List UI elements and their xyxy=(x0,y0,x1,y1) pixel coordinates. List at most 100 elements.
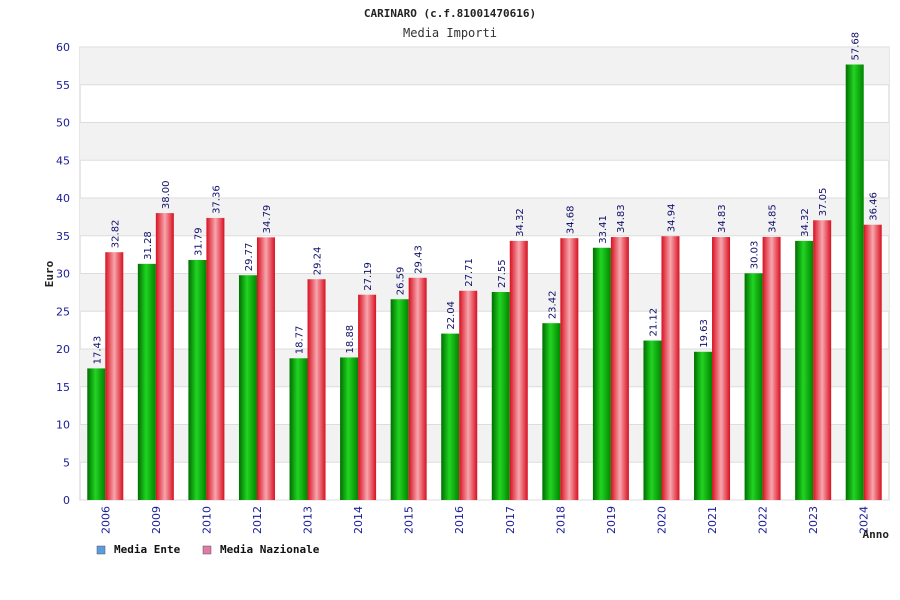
bar-media-ente xyxy=(441,333,460,500)
bar-media-nazionale xyxy=(307,279,326,500)
legend-label-media-ente: Media Ente xyxy=(114,543,181,556)
bar-media-ente xyxy=(845,64,864,501)
data-label-media-ente: 31.79 xyxy=(193,227,204,256)
y-tick-label: 15 xyxy=(56,381,70,394)
data-label-media-ente: 18.77 xyxy=(295,326,306,355)
data-label-media-nazionale: 34.32 xyxy=(515,208,526,237)
x-axis-ticks: 2006 2009 2010 2012 2013 2014 2015 2016 2017 2018… xyxy=(99,506,870,534)
x-tick-label: 2014 xyxy=(352,506,365,534)
bar-media-nazionale xyxy=(408,277,427,500)
bar-media-nazionale xyxy=(459,290,478,500)
data-label-media-nazionale: 29.43 xyxy=(414,245,425,274)
bar-media-nazionale xyxy=(610,237,629,500)
x-tick-label: 2016 xyxy=(453,506,466,534)
data-label-media-nazionale: 37.36 xyxy=(211,185,222,214)
bar-media-nazionale xyxy=(863,224,882,501)
y-tick-label: 5 xyxy=(63,456,70,469)
y-tick-label: 55 xyxy=(56,79,70,92)
data-label-media-ente: 27.55 xyxy=(497,259,508,288)
bar-media-ente xyxy=(643,340,662,500)
bar-media-ente xyxy=(694,351,713,500)
data-label-media-nazionale: 34.79 xyxy=(262,205,273,234)
data-label-media-nazionale: 34.68 xyxy=(565,206,576,235)
bar-value-labels: 17.43 32.82 31.28 38.00 31.79 37.36 29.77 34.79… xyxy=(92,32,879,365)
x-tick-label: 2012 xyxy=(251,506,264,534)
x-tick-label: 2024 xyxy=(858,506,871,534)
x-tick-label: 2023 xyxy=(807,506,820,534)
data-label-media-ente: 18.88 xyxy=(345,325,356,354)
y-tick-label: 20 xyxy=(56,343,70,356)
y-tick-label: 50 xyxy=(56,117,70,130)
data-label-media-ente: 33.41 xyxy=(598,215,609,244)
data-label-media-ente: 30.03 xyxy=(750,241,761,270)
y-tick-label: 60 xyxy=(56,41,70,54)
bar-media-ente xyxy=(795,240,814,500)
bar-media-ente xyxy=(744,273,763,500)
data-label-media-ente: 19.63 xyxy=(699,319,710,348)
data-label-media-nazionale: 34.85 xyxy=(768,204,779,233)
x-tick-label: 2020 xyxy=(655,506,668,534)
data-label-media-nazionale: 37.05 xyxy=(818,188,829,217)
data-label-media-nazionale: 34.83 xyxy=(717,204,728,233)
data-label-media-nazionale: 36.46 xyxy=(869,192,880,221)
x-axis-title: Anno xyxy=(863,528,890,541)
plot-band xyxy=(80,122,889,161)
y-axis-title: Euro xyxy=(43,260,56,287)
x-tick-label: 2010 xyxy=(200,506,213,534)
bar-media-ente xyxy=(491,291,510,500)
data-label-media-ente: 23.42 xyxy=(547,291,558,320)
x-tick-label: 2021 xyxy=(706,506,719,534)
data-label-media-ente: 21.12 xyxy=(648,308,659,337)
data-label-media-nazionale: 29.24 xyxy=(313,247,324,276)
bar-media-nazionale xyxy=(712,237,731,500)
bar-media-nazionale xyxy=(206,217,225,500)
y-tick-label: 45 xyxy=(56,154,70,167)
x-tick-label: 2018 xyxy=(554,506,567,534)
x-tick-label: 2009 xyxy=(150,506,163,534)
bar-media-ente xyxy=(592,247,611,500)
bar-media-ente xyxy=(87,368,106,500)
bars xyxy=(87,64,882,501)
x-tick-label: 2022 xyxy=(757,506,770,534)
bar-media-nazionale xyxy=(256,237,275,500)
data-label-media-nazionale: 32.82 xyxy=(110,220,121,249)
legend-swatch-media-ente xyxy=(96,545,106,555)
bar-media-nazionale xyxy=(105,252,124,500)
legend-label-media-nazionale: Media Nazionale xyxy=(220,543,320,556)
y-tick-label: 35 xyxy=(56,230,70,243)
data-label-media-nazionale: 34.83 xyxy=(616,204,627,233)
y-tick-label: 40 xyxy=(56,192,70,205)
bar-media-ente xyxy=(542,323,561,500)
bar-media-nazionale xyxy=(509,240,528,500)
x-tick-label: 2006 xyxy=(99,506,112,534)
y-tick-label: 25 xyxy=(56,305,70,318)
data-label-media-nazionale: 27.19 xyxy=(363,262,374,291)
bar-media-ente xyxy=(137,263,156,500)
legend-swatch-media-nazionale xyxy=(202,545,212,555)
bar-media-nazionale xyxy=(813,220,832,500)
bar-media-ente xyxy=(340,357,359,500)
bar-media-nazionale xyxy=(358,294,377,500)
bar-media-nazionale xyxy=(155,213,174,500)
bar-media-nazionale xyxy=(661,236,680,500)
x-tick-label: 2017 xyxy=(504,506,517,534)
x-tick-label: 2019 xyxy=(605,506,618,534)
data-label-media-ente: 29.77 xyxy=(244,243,255,272)
legend: Media Ente Media Nazionale xyxy=(96,543,320,556)
x-tick-label: 2013 xyxy=(302,506,315,534)
data-label-media-nazionale: 27.71 xyxy=(464,258,475,287)
data-label-media-ente: 17.43 xyxy=(92,336,103,365)
data-label-media-ente: 26.59 xyxy=(396,267,407,296)
y-tick-label: 30 xyxy=(56,268,70,281)
data-label-media-nazionale: 34.94 xyxy=(666,204,677,233)
bar-media-nazionale xyxy=(560,238,579,500)
data-label-media-ente: 57.68 xyxy=(851,32,862,61)
bar-media-ente xyxy=(238,275,257,500)
plot-band xyxy=(80,47,889,85)
data-label-media-nazionale: 38.00 xyxy=(161,180,172,209)
y-tick-label: 10 xyxy=(56,419,70,432)
y-tick-label: 0 xyxy=(63,494,70,507)
chart-title: CARINARO (c.f.81001470616) xyxy=(364,7,536,20)
x-tick-label: 2015 xyxy=(403,506,416,534)
